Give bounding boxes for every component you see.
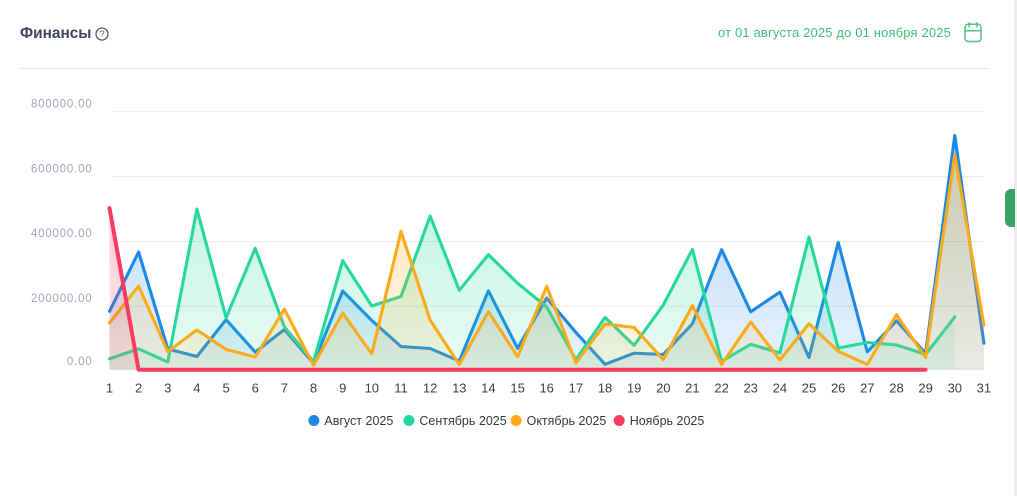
svg-text:17: 17: [569, 381, 583, 396]
svg-text:200000.00: 200000.00: [31, 293, 93, 305]
svg-text:21: 21: [685, 381, 699, 396]
svg-text:7: 7: [281, 381, 288, 396]
svg-text:19: 19: [627, 381, 641, 396]
svg-text:Ноябрь 2025: Ноябрь 2025: [630, 414, 705, 428]
svg-text:25: 25: [802, 381, 816, 396]
svg-text:11: 11: [394, 381, 408, 396]
svg-text:?: ?: [99, 29, 104, 39]
svg-text:26: 26: [831, 381, 845, 396]
svg-text:28: 28: [889, 381, 903, 396]
svg-text:23: 23: [743, 381, 757, 396]
svg-text:8: 8: [310, 381, 317, 396]
svg-text:27: 27: [860, 381, 874, 396]
svg-text:6: 6: [252, 381, 259, 396]
svg-text:13: 13: [452, 381, 466, 396]
svg-text:24: 24: [773, 381, 787, 396]
svg-text:800000.00: 800000.00: [31, 98, 93, 110]
svg-text:30: 30: [948, 381, 962, 396]
svg-text:5: 5: [222, 381, 229, 396]
svg-text:22: 22: [714, 381, 728, 396]
svg-text:0.00: 0.00: [67, 356, 93, 368]
svg-text:400000.00: 400000.00: [31, 228, 93, 240]
svg-text:12: 12: [423, 381, 437, 396]
svg-text:Август 2025: Август 2025: [324, 414, 393, 428]
svg-text:1: 1: [106, 381, 113, 396]
svg-text:4: 4: [193, 381, 200, 396]
svg-text:Сентябрь 2025: Сентябрь 2025: [419, 414, 506, 428]
svg-text:18: 18: [598, 381, 612, 396]
svg-text:16: 16: [539, 381, 553, 396]
svg-text:3: 3: [164, 381, 171, 396]
svg-text:9: 9: [339, 381, 346, 396]
svg-text:14: 14: [481, 381, 495, 396]
svg-text:10: 10: [365, 381, 379, 396]
svg-text:600000.00: 600000.00: [31, 163, 93, 175]
svg-text:31: 31: [977, 381, 991, 396]
svg-text:Октябрь 2025: Октябрь 2025: [527, 414, 607, 428]
svg-text:20: 20: [656, 381, 670, 396]
svg-text:29: 29: [918, 381, 932, 396]
svg-text:15: 15: [510, 381, 524, 396]
svg-text:2: 2: [135, 381, 142, 396]
